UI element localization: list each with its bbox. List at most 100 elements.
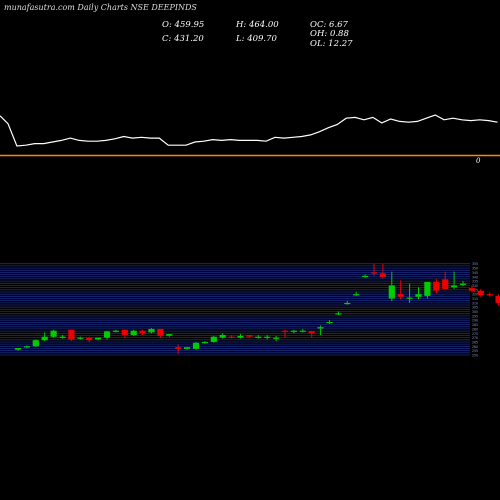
candlestick [362,274,369,278]
candlestick [370,263,378,276]
candle-body [103,331,111,338]
candlestick [442,271,449,289]
candlestick [219,333,226,339]
candlestick [388,271,395,302]
close-value: C: 431.20 [162,34,204,44]
candlestick [139,329,146,335]
candlestick [50,329,57,338]
price-axis-tick-label: 335 [472,280,478,284]
candle-body [415,294,422,297]
candle-body [379,273,386,277]
candle-body [388,285,395,299]
candlestick [175,344,182,355]
price-axis-tick-label: 310 [472,301,478,305]
price-axis-tick-label: 285 [472,323,478,327]
open-close-change: OC: 6.67 [310,20,348,30]
candlestick [68,329,75,342]
candlestick [201,341,208,344]
candlestick [148,328,155,334]
candle-body [121,329,128,335]
price-axis-tick-label: 280 [472,327,478,331]
candle-body [299,330,306,332]
price-axis-tick-label: 270 [472,336,478,340]
candle-body [112,330,119,332]
price-grid [0,263,470,356]
candlestick [192,342,200,350]
candlestick [95,337,102,341]
candlestick [86,336,93,342]
candlestick [468,285,475,293]
candle-body [451,285,458,288]
candlestick-panel [14,263,500,355]
candlestick [451,271,458,289]
candle-body [459,283,467,285]
candlestick [23,345,30,348]
candlestick [32,339,39,348]
candle-body [290,330,297,332]
candlestick [415,287,422,300]
candle-body [32,340,39,347]
candlestick [486,292,493,297]
candlestick [255,335,262,339]
price-axis-tick-label: 305 [472,306,478,310]
price-axis-tick-label: 350 [472,267,478,271]
price-axis-tick-label: 325 [472,288,478,292]
chart-watermark: munafasutra.com Daily Charts NSE DEEPIND… [4,3,197,12]
candle-body [335,313,342,315]
candle-body [264,336,271,338]
price-axis-tick-label: 290 [472,319,478,323]
candle-body [184,347,191,349]
candle-body [95,337,102,340]
candle-body [281,330,289,332]
candle-body [442,279,449,289]
price-axis-tick-label: 250 [472,354,478,358]
candle-body [41,336,48,341]
candle-body [495,295,500,303]
candle-body [424,282,431,296]
candlestick [424,282,431,299]
candle-body [130,330,137,335]
candlestick [103,330,111,340]
candle-body [486,294,493,296]
candlestick [41,332,48,342]
price-axis-tick-label: 260 [472,345,478,349]
price-axis-tick-label: 265 [472,341,478,345]
candlestick [59,335,66,339]
candle-body [175,347,182,349]
candle-body [50,330,57,337]
price-axis-tick-label: 275 [472,332,478,336]
candlestick [317,325,324,335]
candle-body [68,329,75,340]
open-low-change: OL: 12.27 [310,39,353,49]
candlestick [112,329,119,333]
candle-body [14,348,22,350]
price-axis: 2502552602652702752802852902953003053103… [472,262,478,357]
candle-body [326,322,333,324]
candle-body [228,336,235,338]
candle-body [344,302,351,305]
candle-body [255,336,262,338]
indicator-line [0,114,498,147]
candlestick [308,330,315,338]
candle-body [166,334,173,336]
open-value: O: 459.95 [162,20,205,30]
candle-body [370,272,378,274]
open-high-change: OH: 0.88 [310,29,349,39]
candle-body [201,342,208,344]
candle-body [477,290,484,295]
price-axis-tick-label: 295 [472,314,478,318]
candlestick [130,329,137,336]
candle-body [468,288,475,291]
price-axis-tick-label: 330 [472,284,478,288]
candle-body [157,328,164,336]
price-axis-tick-label: 345 [472,271,478,275]
candlestick [459,281,467,287]
candle-body [317,327,324,329]
candle-body [77,337,84,339]
candle-body [308,331,315,334]
candle-body [362,275,369,278]
zero-reference-label: 0 [476,157,481,165]
price-axis-tick-label: 255 [472,349,478,353]
candlestick [121,329,128,338]
